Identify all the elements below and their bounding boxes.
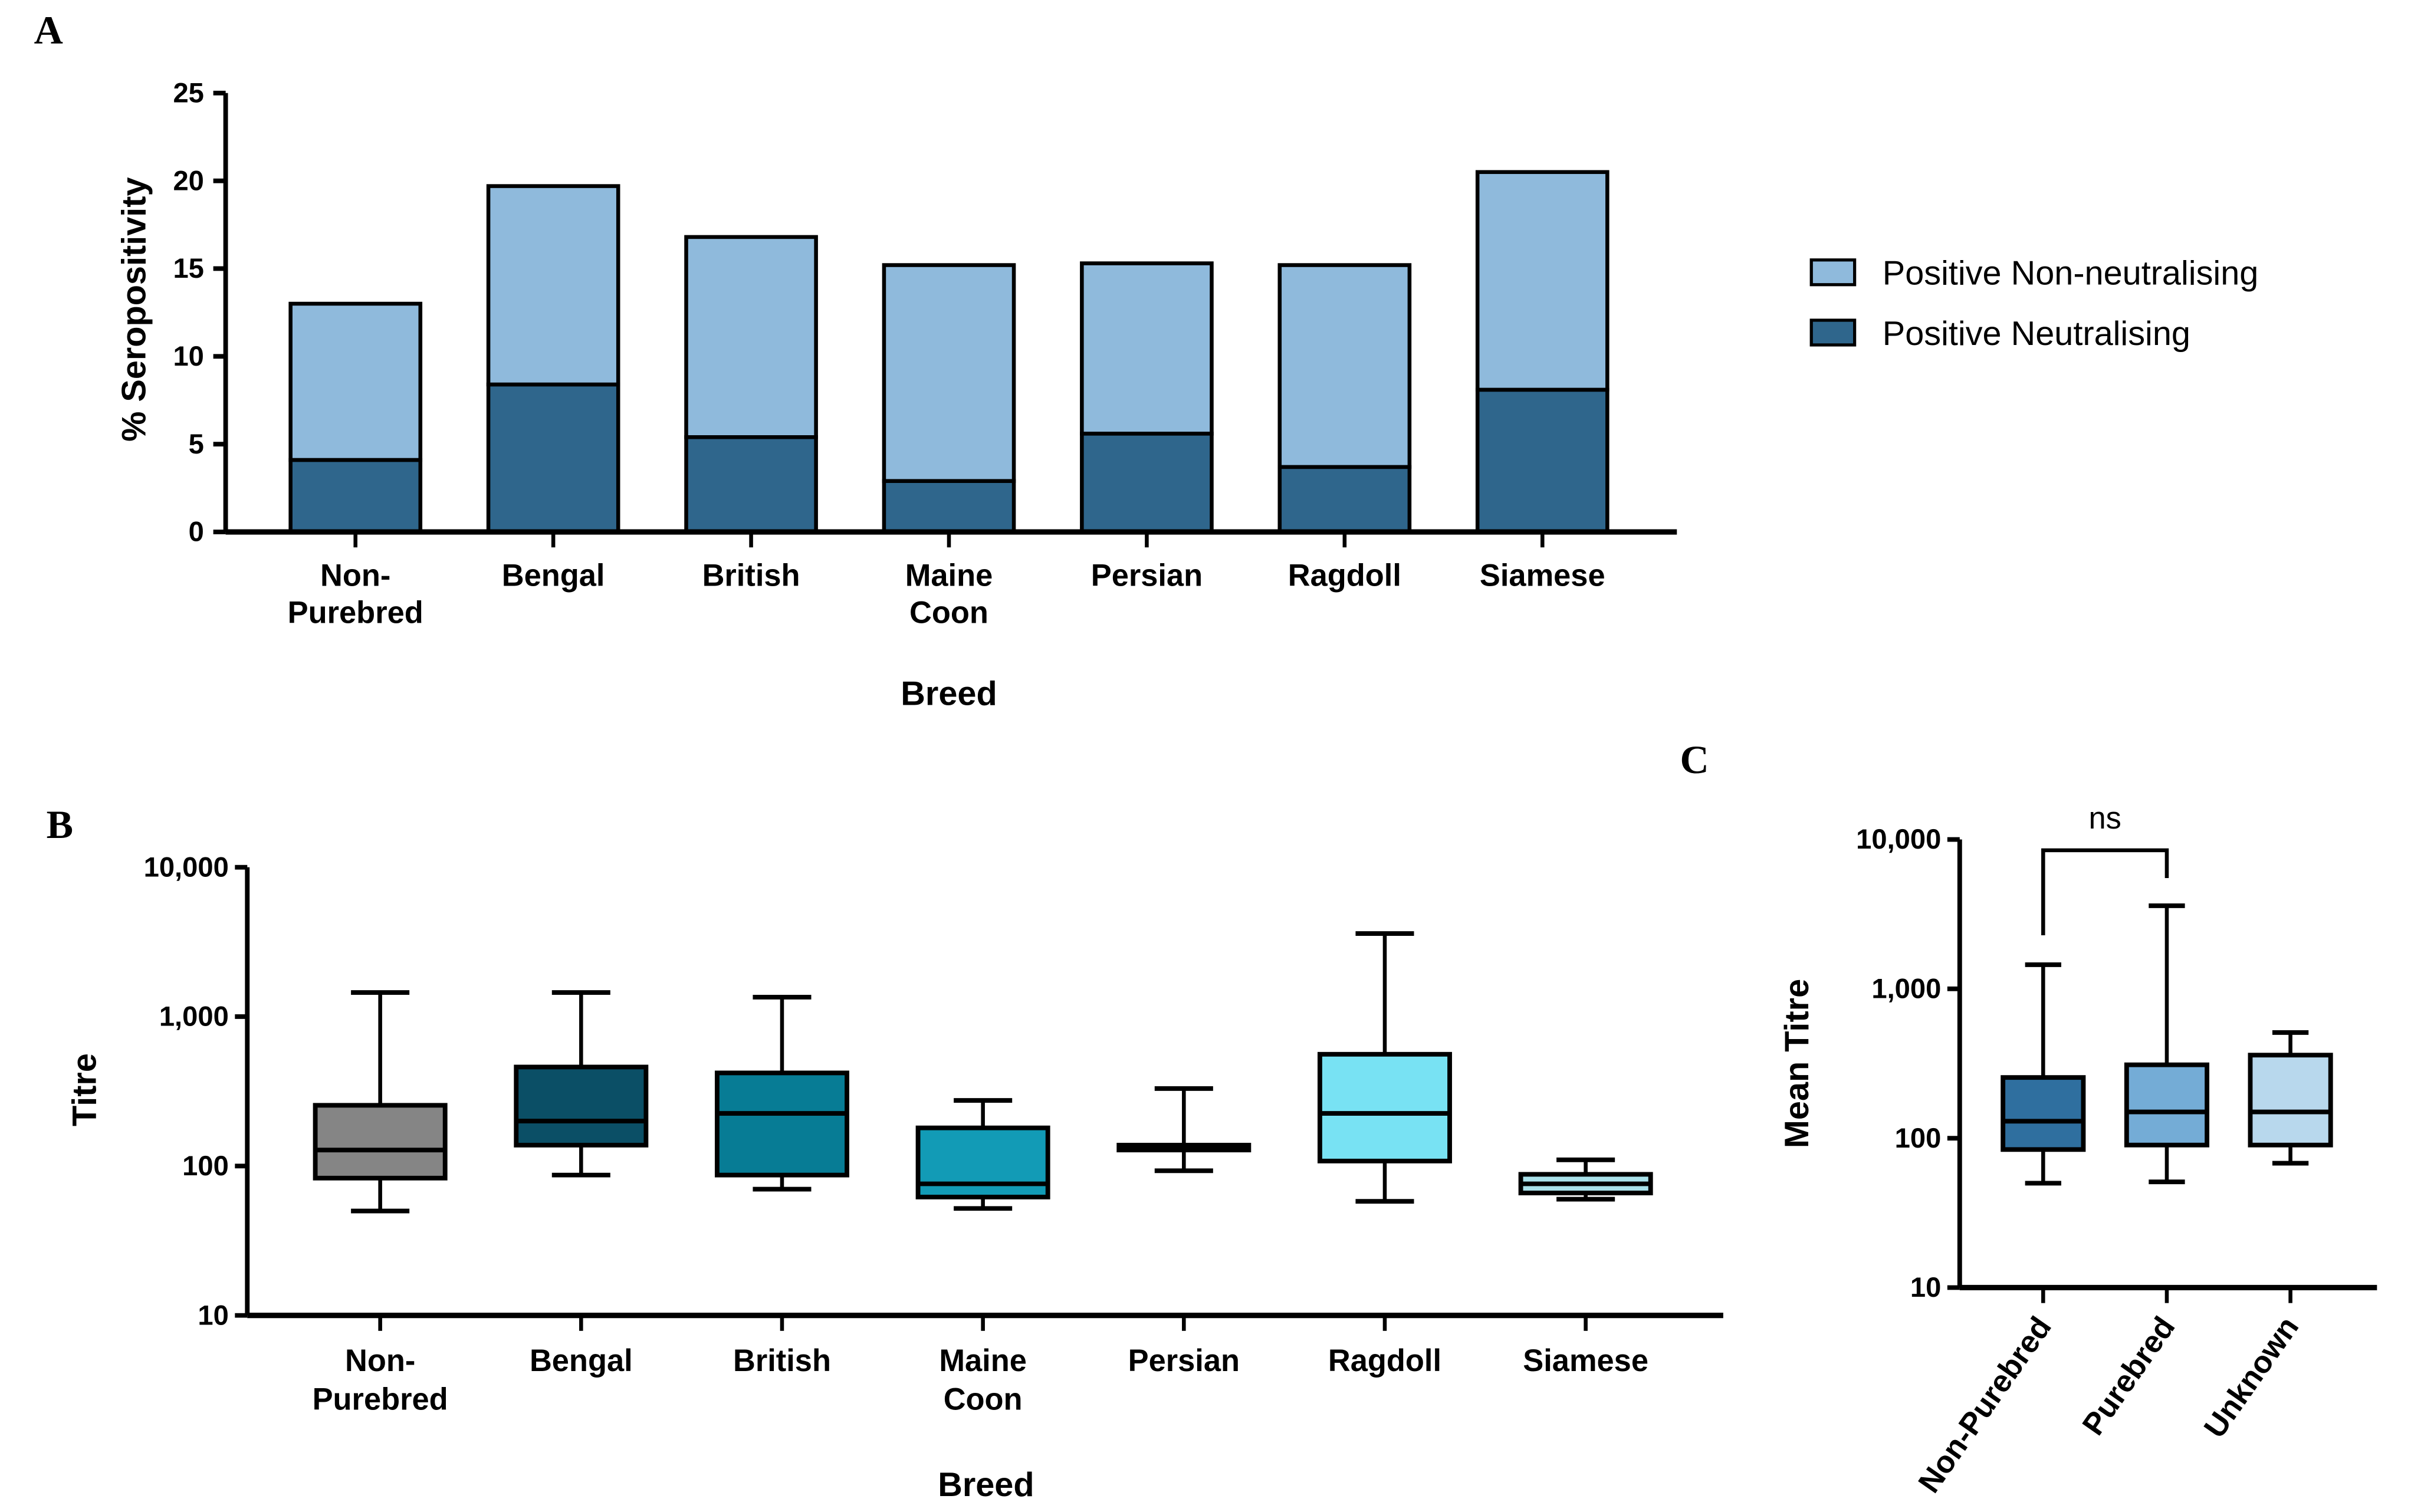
bar-ragdoll-positive-non-neutralising	[1277, 263, 1412, 469]
y-tick-label: 5	[189, 428, 204, 459]
x-tick-label: Purebred	[313, 1382, 448, 1416]
panel-label-c: C	[1680, 737, 1709, 782]
y-tick-label: 10	[1910, 1271, 1941, 1303]
x-tick-label: Maine	[905, 559, 993, 593]
x-tick-label: Non-Purebred	[1912, 1311, 2058, 1499]
x-tick-label: Bengal	[530, 1344, 633, 1378]
chart-a-ylabel: % Seropositivity	[115, 177, 153, 441]
bar-british-positive-non-neutralising	[684, 235, 818, 439]
significance-label: ns	[2088, 801, 2121, 836]
y-tick-label: 100	[182, 1150, 229, 1181]
legend: Positive Non-neutralising Positive Neutr…	[1809, 255, 2259, 353]
chart-a: 0 5 10 15 20 25 Non-Purebred Bengal British Maine…	[173, 77, 1677, 630]
legend-label-neutralising: Positive Neutralising	[1883, 315, 2190, 353]
y-tick-label: 1,000	[1871, 973, 1941, 1004]
bar-siamese-positive-neutralising	[1475, 387, 1609, 534]
x-tick-label: Bengal	[502, 559, 605, 593]
y-tick-label: 0	[189, 516, 204, 547]
y-tick-label: 10,000	[1856, 823, 1941, 854]
x-tick-label: Unknown	[2198, 1311, 2305, 1444]
y-tick-label: 25	[173, 77, 203, 109]
box-non-purebred	[313, 1103, 448, 1181]
legend-label-non-neutralising: Positive Non-neutralising	[1883, 255, 2259, 292]
y-tick-label: 10,000	[144, 851, 229, 882]
chart-a-xlabel: Breed	[901, 675, 997, 713]
y-tick-label: 10	[198, 1299, 228, 1330]
box-purebred	[2124, 1062, 2210, 1148]
x-tick-label: Purebred	[2076, 1311, 2182, 1442]
panel-label-b: B	[47, 802, 73, 847]
bar-siamese-positive-non-neutralising	[1475, 170, 1609, 392]
box-british	[714, 1070, 849, 1178]
bar-bengal-positive-neutralising	[486, 382, 620, 534]
x-tick-label: Ragdoll	[1288, 559, 1401, 593]
box-unknown	[2248, 1053, 2333, 1148]
x-tick-label: Non-	[345, 1344, 415, 1378]
y-tick-label: 10	[173, 340, 203, 372]
bar-british-positive-neutralising	[684, 435, 818, 534]
box-non-purebred	[2001, 1075, 2086, 1152]
bar-persian-positive-non-neutralising	[1080, 261, 1214, 436]
chart-b-xlabel: Breed	[938, 1466, 1034, 1504]
chart-b-ylabel: Titre	[65, 1053, 103, 1126]
box-bengal	[514, 1064, 649, 1148]
bar-ragdoll-positive-neutralising	[1277, 465, 1412, 534]
x-tick-label: Coon	[944, 1382, 1023, 1416]
x-tick-label: Siamese	[1480, 559, 1605, 593]
box-mainecoon	[915, 1125, 1050, 1199]
chart-c: 10 100 1,000 10,000 Non-Purebred Purebred Unkn…	[1856, 801, 2377, 1499]
y-tick-label: 20	[173, 165, 203, 196]
chart-b: 10 100 1,000 10,000 Non- Purebred Bengal Britis…	[144, 851, 1723, 1416]
y-tick-label: 100	[1895, 1122, 1942, 1153]
x-tick-label: British	[733, 1344, 831, 1378]
panel-label-a: A	[34, 8, 63, 52]
x-tick-label: British	[702, 559, 800, 593]
x-tick-label: Persian	[1128, 1344, 1240, 1378]
box-ragdoll	[1317, 1051, 1452, 1163]
bar-persian-positive-neutralising	[1080, 432, 1214, 534]
legend-swatch-non-neutralising	[1809, 258, 1857, 287]
significance-bracket	[2041, 848, 2169, 935]
y-tick-label: 1,000	[159, 1001, 229, 1032]
x-tick-label: Non-	[320, 559, 390, 593]
bar-bengal-positive-non-neutralising	[486, 184, 620, 387]
bar-non-purebred-positive-non-neutralising	[288, 301, 423, 462]
y-tick-label: 15	[173, 252, 203, 284]
x-tick-label: Maine	[939, 1344, 1027, 1378]
legend-swatch-neutralising	[1809, 318, 1857, 347]
bar-mainecoon-positive-non-neutralising	[882, 263, 1016, 483]
bar-mainecoon-positive-neutralising	[882, 479, 1016, 534]
chart-c-ylabel: Mean Titre	[1778, 979, 1816, 1148]
x-tick-label: Siamese	[1523, 1344, 1648, 1378]
x-tick-label: Ragdoll	[1328, 1344, 1441, 1378]
x-tick-label: Persian	[1091, 559, 1203, 593]
bar-non-purebred-positive-neutralising	[288, 458, 423, 534]
x-tick-label: Coon	[909, 596, 988, 630]
x-tick-label: Purebred	[288, 596, 423, 630]
